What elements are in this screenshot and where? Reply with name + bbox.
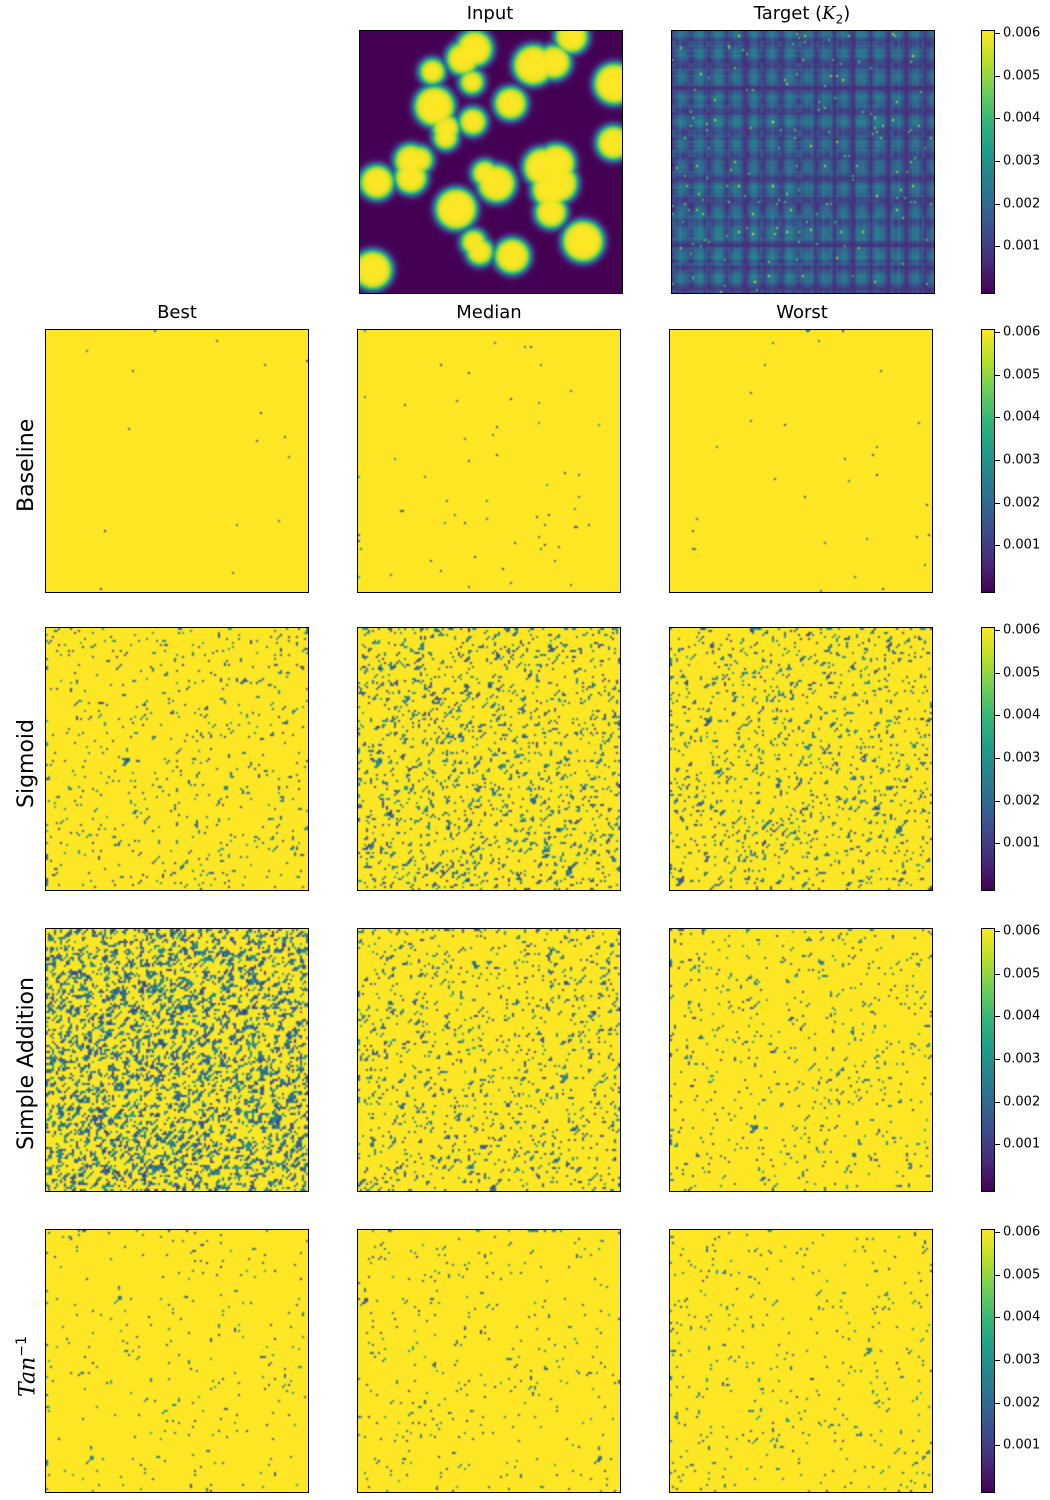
colorbar-tick-label: 0.006 — [1003, 1224, 1041, 1240]
colorbar-tick — [995, 1360, 1000, 1361]
row-label-simple-addition: Simple Addition — [14, 977, 39, 1150]
column-title-worst: Worst — [776, 302, 828, 323]
colorbar-tick — [995, 1317, 1000, 1319]
heatmap-panel — [45, 329, 309, 593]
colorbar-tick — [995, 75, 1000, 77]
row-label-tan-inverse: Tan−1 — [14, 1336, 41, 1397]
colorbar-tick-label: 0.004 — [1003, 409, 1041, 425]
colorbar-tick-label: 0.005 — [1003, 966, 1041, 982]
colorbar-tick — [995, 374, 1000, 376]
target-title: Target (K2) — [753, 3, 851, 27]
colorbar-tick — [995, 1016, 1000, 1018]
colorbar — [981, 329, 995, 593]
colorbar-tick — [995, 715, 1000, 717]
colorbar-tick-label: 0.003 — [1003, 452, 1041, 468]
colorbar-tick-label: 0.005 — [1003, 367, 1041, 383]
heatmap-panel — [45, 928, 309, 1192]
heatmap-panel — [357, 1229, 621, 1493]
row-label-sigmoid: Sigmoid — [14, 718, 39, 808]
colorbar — [981, 627, 995, 891]
colorbar-tick-label: 0.001 — [1003, 835, 1041, 851]
colorbar-tick — [995, 672, 1000, 674]
colorbar-tick — [995, 332, 1000, 333]
colorbar-tick-label: 0.002 — [1003, 495, 1041, 511]
colorbar-tick — [995, 246, 1000, 248]
heatmap-panel — [357, 329, 621, 593]
heatmap-panel — [669, 627, 933, 891]
colorbar-tick — [995, 460, 1000, 461]
colorbar-tick — [995, 800, 1000, 802]
colorbar-tick — [995, 417, 1000, 419]
colorbar-tick-label: 0.003 — [1003, 1051, 1041, 1067]
colorbar-tick-label: 0.003 — [1003, 750, 1041, 766]
colorbar-tick — [995, 758, 1000, 759]
colorbar-tick-label: 0.005 — [1003, 1267, 1041, 1283]
colorbar-tick-label: 0.006 — [1003, 324, 1041, 340]
heatmap-panel — [669, 329, 933, 593]
colorbar-tick-label: 0.004 — [1003, 707, 1041, 723]
colorbar-tick — [995, 1274, 1000, 1276]
heatmap-panel — [357, 928, 621, 1192]
input-title: Input — [466, 3, 514, 24]
colorbar-tick — [995, 1101, 1000, 1103]
colorbar-tick — [995, 1232, 1000, 1233]
heatmap-panel — [357, 627, 621, 891]
colorbar-tick — [995, 118, 1000, 120]
heatmap-panel — [45, 627, 309, 891]
colorbar-tick-label: 0.006 — [1003, 923, 1041, 939]
colorbar-tick — [995, 1445, 1000, 1447]
colorbar-tick — [995, 33, 1000, 34]
colorbar-tick — [995, 843, 1000, 845]
colorbar-tick — [995, 931, 1000, 932]
colorbar-tick-label: 0.006 — [1003, 25, 1041, 41]
colorbar-tick-label: 0.004 — [1003, 1008, 1041, 1024]
column-title-median: Median — [456, 302, 522, 323]
colorbar-tick-label: 0.003 — [1003, 153, 1041, 169]
heatmap-panel — [669, 1229, 933, 1493]
colorbar-tick-label: 0.004 — [1003, 110, 1041, 126]
colorbar-tick-label: 0.004 — [1003, 1309, 1041, 1325]
colorbar-tick — [995, 973, 1000, 975]
colorbar-tick-label: 0.001 — [1003, 1136, 1041, 1152]
colorbar-tick — [995, 161, 1000, 162]
target-heatmap — [671, 30, 935, 294]
colorbar-tick — [995, 630, 1000, 631]
colorbar-tick-label: 0.002 — [1003, 1395, 1041, 1411]
colorbar-tick-label: 0.002 — [1003, 793, 1041, 809]
heatmap-panel — [45, 1229, 309, 1493]
colorbar-tick-label: 0.001 — [1003, 537, 1041, 553]
colorbar-tick-label: 0.002 — [1003, 196, 1041, 212]
row-label-baseline: Baseline — [14, 418, 39, 512]
colorbar-tick — [995, 1059, 1000, 1060]
input-heatmap — [359, 30, 623, 294]
colorbar-tick-label: 0.002 — [1003, 1094, 1041, 1110]
colorbar-tick — [995, 203, 1000, 205]
colorbar — [981, 928, 995, 1192]
colorbar-tick — [995, 1144, 1000, 1146]
colorbar-tick-label: 0.001 — [1003, 1437, 1041, 1453]
colorbar-tick — [995, 1402, 1000, 1404]
colorbar — [981, 30, 995, 294]
colorbar-tick-label: 0.005 — [1003, 68, 1041, 84]
colorbar-tick-label: 0.003 — [1003, 1352, 1041, 1368]
colorbar-tick-label: 0.001 — [1003, 238, 1041, 254]
heatmap-panel — [669, 928, 933, 1192]
colorbar-tick — [995, 502, 1000, 504]
colorbar-tick-label: 0.005 — [1003, 665, 1041, 681]
colorbar-tick-label: 0.006 — [1003, 622, 1041, 638]
colorbar-tick — [995, 545, 1000, 547]
column-title-best: Best — [157, 302, 197, 323]
colorbar — [981, 1229, 995, 1493]
